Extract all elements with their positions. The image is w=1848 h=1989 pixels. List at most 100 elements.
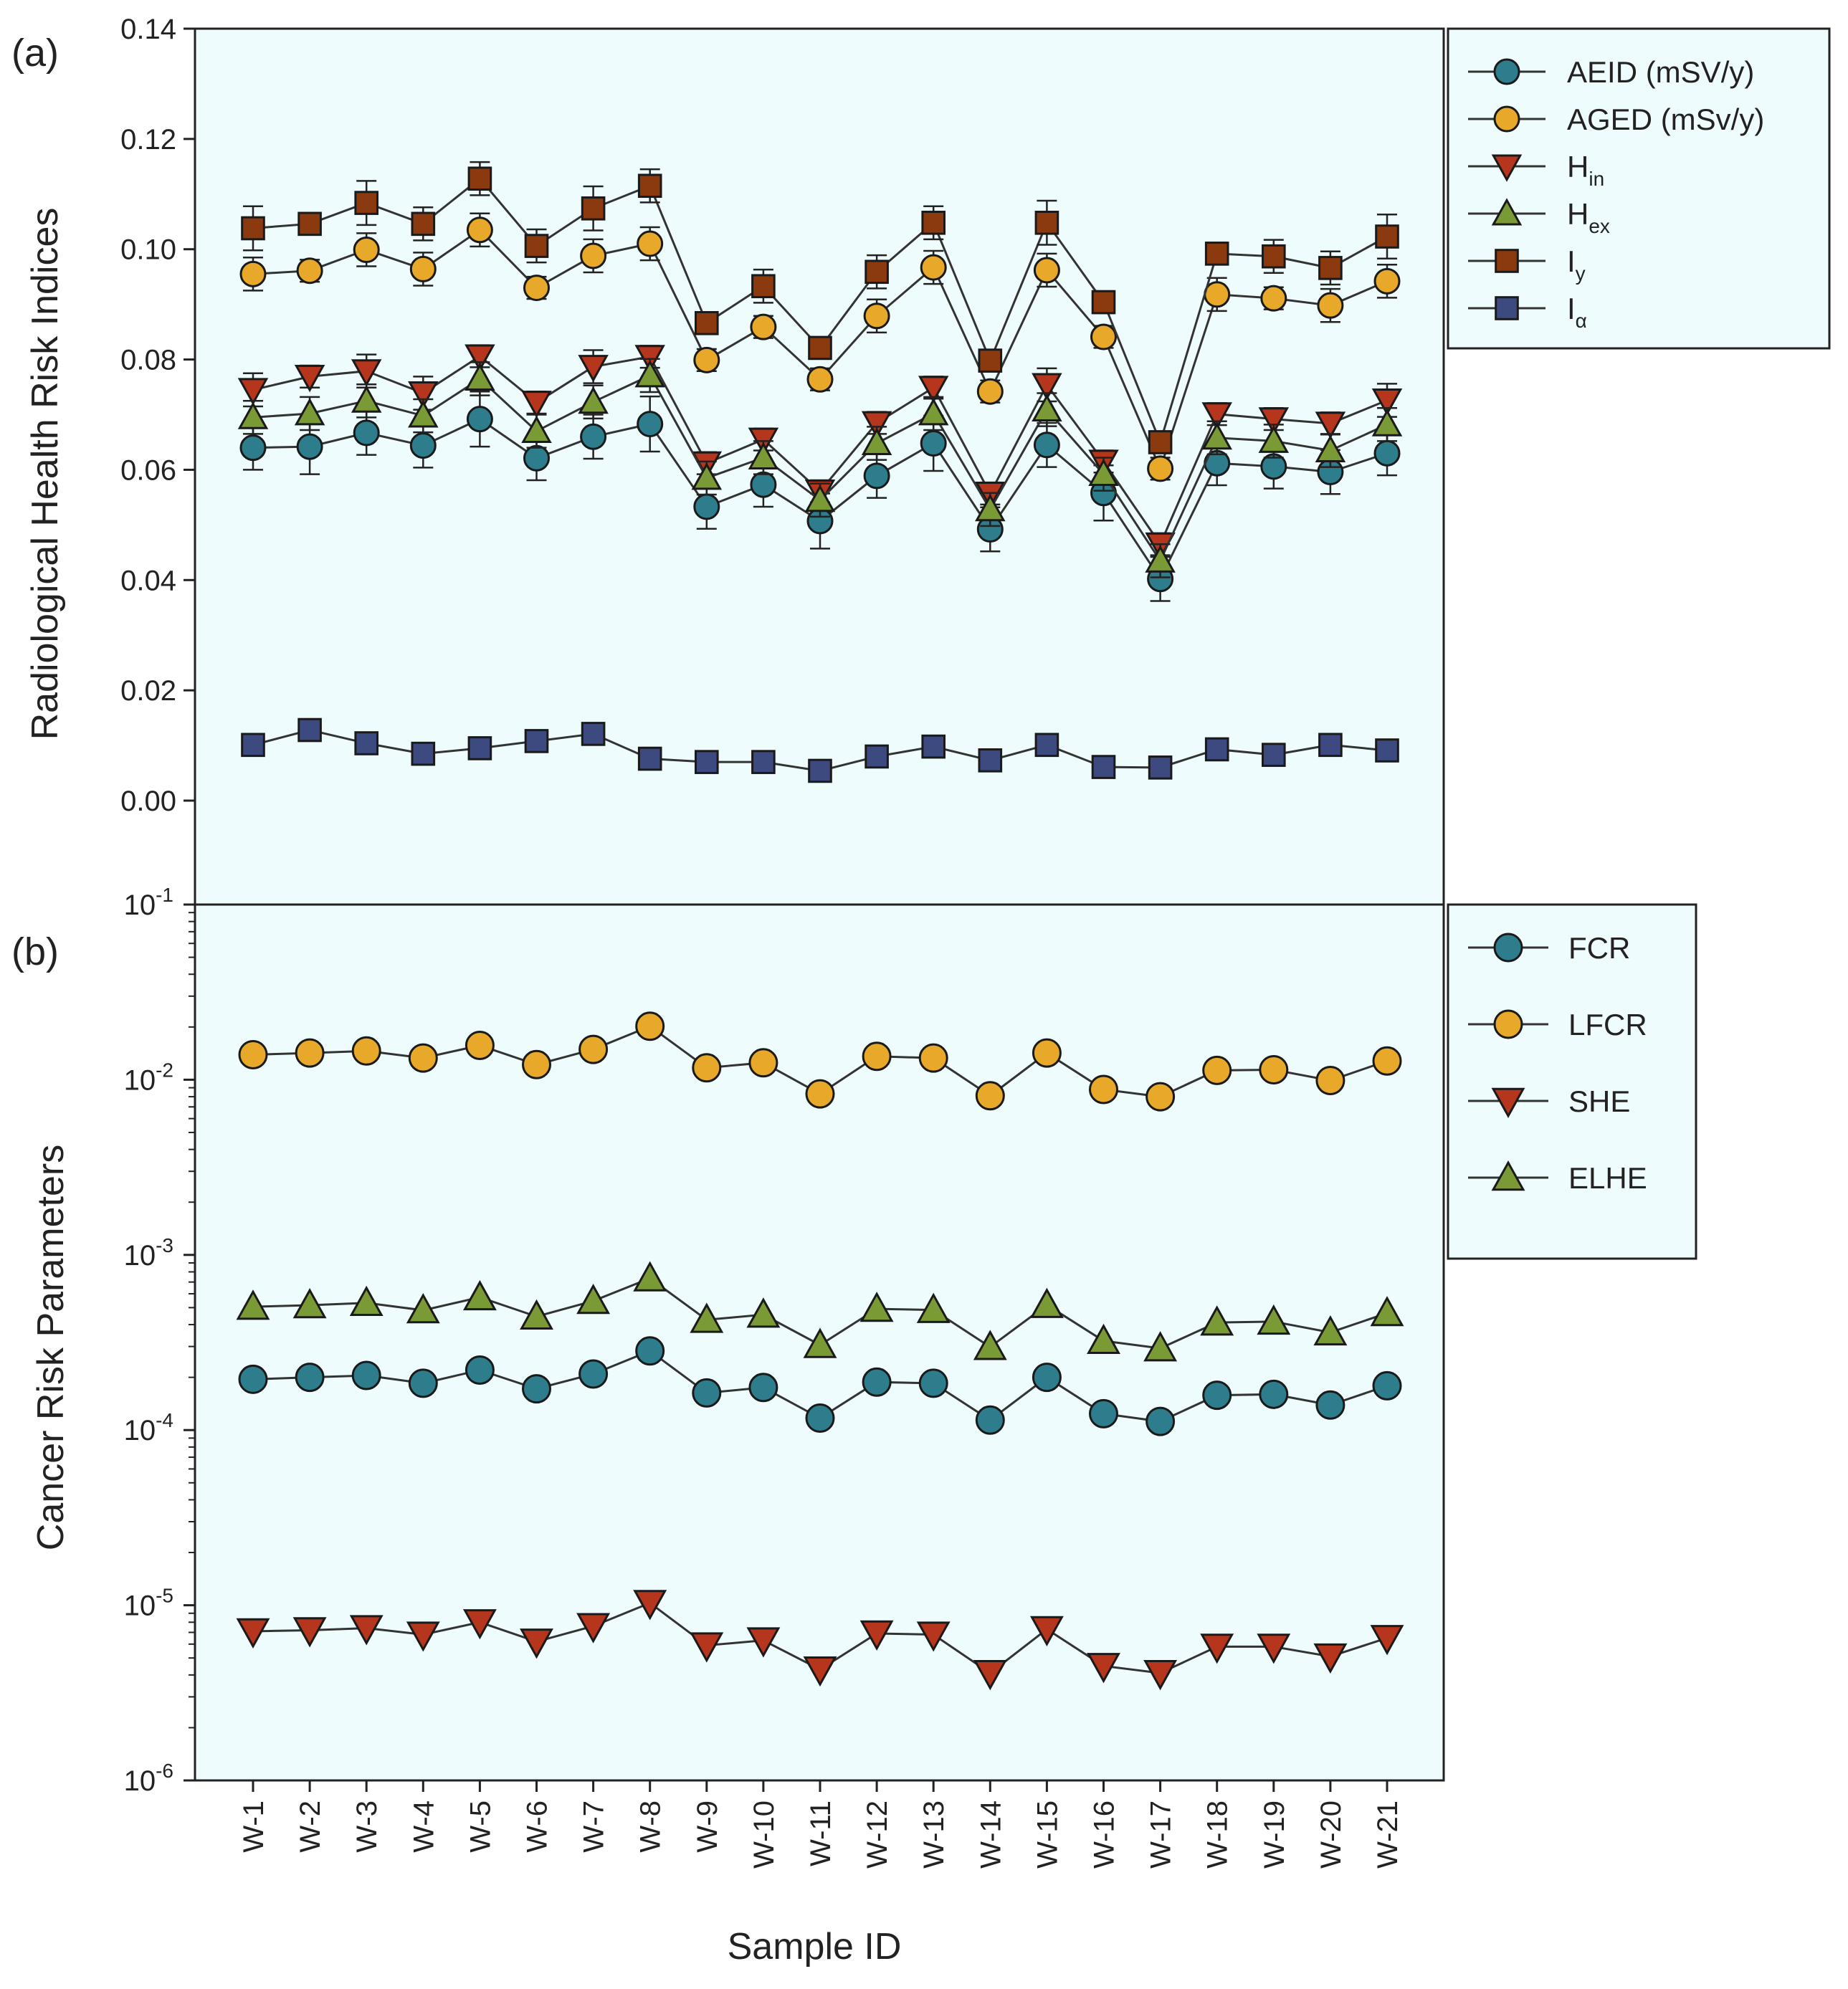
data-point: [1318, 256, 1343, 280]
x-tick-label: W-7: [578, 1800, 610, 1853]
data-point: [1204, 242, 1229, 266]
data-point: [1034, 733, 1059, 758]
data-point: [241, 733, 265, 758]
x-tick-label: W-12: [862, 1800, 893, 1869]
x-tick-label: W-13: [918, 1800, 950, 1869]
data-point: [978, 748, 1003, 773]
legend-marker: [1493, 105, 1520, 133]
data-point: [862, 1041, 892, 1072]
data-point: [296, 433, 323, 460]
data-point: [859, 1620, 894, 1651]
data-point: [1258, 425, 1290, 453]
data-point: [918, 376, 949, 404]
data-point: [408, 381, 439, 409]
data-point: [973, 1330, 1007, 1360]
data-point: [1148, 430, 1173, 454]
data-point: [1260, 285, 1287, 312]
y-tick-label-a: 0.10: [120, 234, 176, 266]
data-point: [465, 363, 495, 391]
data-point: [750, 313, 777, 340]
data-point: [236, 1289, 270, 1320]
data-point: [1087, 1323, 1120, 1354]
data-point: [751, 274, 776, 299]
data-point: [465, 1031, 495, 1061]
x-tick-label: W-5: [465, 1800, 496, 1853]
data-point: [349, 1615, 384, 1646]
data-point: [692, 1053, 722, 1083]
data-point: [1372, 1370, 1402, 1401]
data-point: [1029, 1616, 1064, 1646]
data-point: [1143, 1660, 1178, 1691]
data-point: [241, 216, 265, 241]
data-point: [865, 259, 889, 285]
legend-marker: [1495, 249, 1519, 273]
legend-marker: [1493, 933, 1523, 963]
data-point: [806, 366, 834, 393]
data-point: [920, 254, 947, 281]
data-point: [746, 1627, 781, 1658]
data-point: [1032, 373, 1062, 401]
data-point: [1147, 455, 1174, 482]
data-point: [1088, 458, 1119, 487]
data-point: [1089, 1398, 1118, 1428]
data-point: [411, 211, 436, 237]
data-point: [408, 400, 439, 428]
legend-label: FCR: [1568, 931, 1630, 965]
data-point: [465, 1355, 495, 1385]
legend-box-b: [1447, 903, 1697, 1260]
y-tick-label-b: 10-1: [124, 884, 173, 921]
data-point: [1032, 393, 1062, 422]
data-point: [1034, 210, 1059, 235]
series-b-3: [236, 1261, 1404, 1362]
data-point: [294, 398, 325, 426]
data-point: [1313, 1315, 1348, 1346]
data-point: [354, 191, 378, 215]
data-point: [1372, 1046, 1402, 1076]
data-point: [292, 1617, 327, 1648]
data-point: [520, 1299, 553, 1330]
data-point: [692, 1378, 722, 1408]
data-point: [975, 1081, 1005, 1111]
data-point: [1315, 411, 1346, 439]
data-point: [975, 1405, 1005, 1435]
data-point: [918, 1043, 948, 1073]
data-point: [1202, 1055, 1232, 1085]
x-tick-label: W-10: [748, 1800, 780, 1869]
data-point: [1315, 1390, 1345, 1420]
data-point: [521, 415, 552, 444]
data-point: [581, 722, 606, 746]
data-point: [1257, 1633, 1291, 1664]
data-point: [351, 1036, 381, 1066]
data-point: [1091, 290, 1116, 315]
data-point: [808, 335, 832, 361]
data-point: [297, 211, 322, 237]
data-point: [521, 391, 552, 419]
data-point: [581, 196, 606, 221]
data-point: [524, 234, 549, 258]
data-point: [465, 344, 495, 372]
data-point: [238, 1364, 268, 1394]
data-point: [239, 434, 267, 462]
data-point: [1087, 1653, 1120, 1684]
data-point: [580, 423, 607, 450]
data-point: [861, 411, 892, 439]
series-a-2: [237, 344, 1403, 561]
data-point: [920, 430, 947, 457]
data-point: [693, 493, 720, 520]
data-point: [918, 398, 949, 426]
x-tick-label: W-17: [1146, 1800, 1177, 1869]
data-point: [1204, 281, 1231, 308]
series-b: [236, 1011, 1404, 1691]
data-point: [520, 1628, 553, 1659]
data-point: [1259, 1054, 1289, 1084]
data-point: [748, 442, 779, 469]
data-point: [921, 734, 946, 759]
x-axis-title: Sample ID: [728, 1926, 902, 1967]
series-b-0: [238, 1336, 1402, 1436]
data-point: [467, 736, 492, 760]
y-tick-label-b: 10-4: [124, 1409, 173, 1446]
data-point: [693, 346, 720, 373]
y-tick-label-b: 10-2: [124, 1059, 173, 1096]
series-a-3: [237, 358, 1403, 578]
